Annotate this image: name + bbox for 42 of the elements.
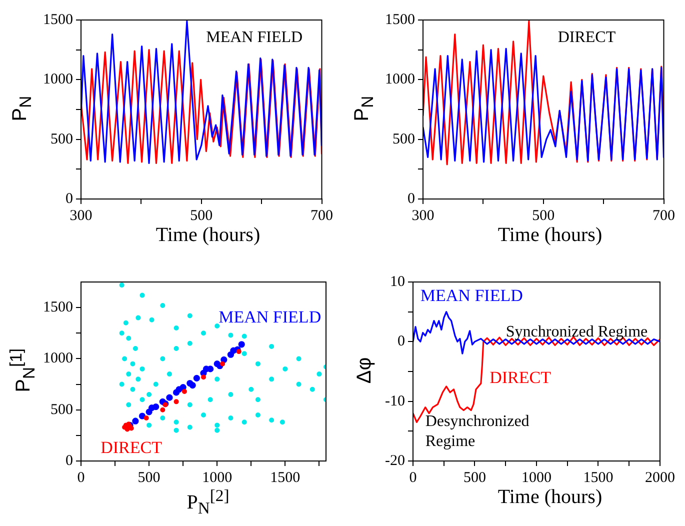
y-tick-label: 1500 <box>385 12 415 28</box>
y-tick-label: 1000 <box>43 350 73 367</box>
x-tick-label: 300 <box>70 208 92 224</box>
y-tick-label: 0 <box>66 452 73 469</box>
series-label: MEAN FIELD <box>420 286 523 305</box>
x-tick-label: 0 <box>77 470 85 486</box>
x-tick-label: 1000 <box>202 470 232 486</box>
y-tick-label: 0 <box>397 334 405 350</box>
x-tick-label: 1500 <box>270 470 300 486</box>
y-tick-label: 0 <box>408 190 415 207</box>
y-tick-label: 0 <box>66 190 73 207</box>
x-axis-title: Time (hours) <box>496 224 604 247</box>
text: DIRECT <box>558 29 616 46</box>
y-tick-label: 10 <box>390 274 405 290</box>
y-tick-label: 500 <box>50 402 73 418</box>
text: MEAN FIELD <box>206 29 303 46</box>
y-tick-label: -20 <box>384 452 405 469</box>
y-tick-label: 500 <box>50 131 73 148</box>
x-tick-label: 1000 <box>522 470 552 486</box>
x-axis-title: Time (hours) <box>496 486 604 509</box>
x-tick-label: 700 <box>310 208 333 224</box>
annotation: Desynchronized Regime <box>425 412 530 450</box>
x-axis-title: Time (hours) <box>154 224 262 247</box>
series-label: DIRECT <box>100 438 163 457</box>
y-tick-label: 1500 <box>43 12 73 28</box>
y-tick-label: 1000 <box>43 72 73 88</box>
y-tick-label: 500 <box>392 131 415 148</box>
y-axis-title: Δφ <box>353 356 376 384</box>
y-tick-label: -10 <box>384 393 405 410</box>
y-tick-label: 1000 <box>385 72 415 88</box>
series-label: MEAN FIELD <box>218 307 322 326</box>
x-tick-label: 500 <box>532 208 555 224</box>
annotation: Synchronized Regime <box>506 323 648 340</box>
y-tick-label: 1500 <box>43 300 73 316</box>
x-tick-label: 700 <box>652 208 675 224</box>
x-tick-label: 300 <box>412 208 434 224</box>
series-label: DIRECT <box>490 368 552 388</box>
x-tick-label: 1500 <box>583 470 614 486</box>
x-tick-label: 500 <box>463 470 486 486</box>
x-tick-label: 500 <box>138 470 160 486</box>
x-tick-label: 2000 <box>645 470 675 486</box>
x-tick-label: 500 <box>190 208 213 224</box>
